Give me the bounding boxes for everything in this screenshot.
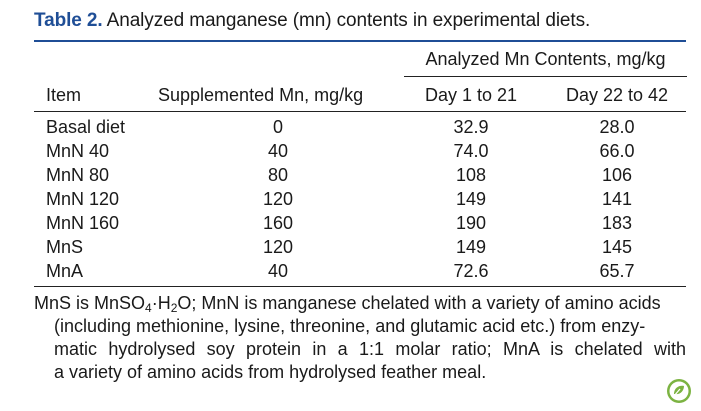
cell-item: MnS [46,237,84,257]
caption-label: Table 2. [34,10,103,31]
cell-day-1-21: 32.9 [453,117,489,137]
open-access-leaf-icon[interactable] [666,378,692,404]
cell-item: MnA [46,261,84,281]
cell-day-1-21: 72.6 [453,261,489,281]
table-row: MnN 40 40 74.0 66.0 [0,139,701,163]
cell-supplemented: 120 [262,237,294,257]
table-header-rule [34,111,686,112]
cell-supplemented: 40 [267,141,289,161]
cell-supplemented: 120 [262,189,294,209]
table-footnote: MnS is MnSO4·H2O; MnN is manganese chela… [34,292,686,384]
cell-item: Basal diet [46,117,126,137]
footnote-line-3: matic hydrolysed soy protein in a 1:1 mo… [54,339,686,359]
cell-day-22-42: 106 [601,165,633,185]
cell-day-1-21: 190 [455,213,487,233]
column-header-item: Item [46,85,82,105]
cell-item: MnN 40 [46,141,110,161]
table-row: MnA 40 72.6 65.7 [0,259,701,283]
cell-day-1-21: 149 [455,189,487,209]
group-header-underline [404,76,687,77]
cell-day-22-42: 28.0 [599,117,635,137]
column-header-day-22-to-42: Day 22 to 42 [565,85,669,105]
footnote-text-c: O; MnN is manganese chelated with a vari… [177,293,661,313]
table-body: Basal diet 0 32.9 28.0 MnN 40 40 74.0 66… [0,115,701,283]
footnote-text-b: ·H [151,293,171,313]
footnote-subscript-4: 4 [145,301,152,315]
footnote-line-2: (including methionine, lysine, threonine… [54,316,646,336]
cell-day-22-42: 66.0 [599,141,635,161]
table-bottom-rule [34,286,686,287]
footnote-subscript-2: 2 [170,301,178,315]
cell-item: MnN 160 [46,213,120,233]
cell-supplemented: 0 [272,117,283,137]
cell-day-22-42: 183 [601,213,633,233]
cell-day-22-42: 65.7 [599,261,635,281]
cell-item: MnN 120 [46,189,120,209]
cell-day-22-42: 141 [601,189,633,209]
cell-supplemented: 80 [267,165,289,185]
table-caption: Table 2. Analyzed manganese (mn) content… [34,9,590,33]
cell-day-1-21: 74.0 [453,141,489,161]
footnote-line-1: MnS is MnSO4·H2O; MnN is manganese chela… [34,292,686,315]
footnote-line-4: a variety of amino acids from hydrolysed… [54,362,487,382]
table-top-rule [34,40,686,42]
cell-day-1-21: 108 [455,165,487,185]
footnote-text-a: MnS is MnSO [34,293,146,313]
table-row: Basal diet 0 32.9 28.0 [0,115,701,139]
cell-day-22-42: 145 [601,237,633,257]
cell-supplemented: 40 [267,261,289,281]
table-row: MnN 120 120 149 141 [0,187,701,211]
column-header-supplemented-mn: Supplemented Mn, mg/kg [158,85,364,105]
column-header-day-1-to-21: Day 1 to 21 [424,85,518,105]
cell-supplemented: 160 [262,213,294,233]
caption-text: Analyzed manganese (mn) contents in expe… [102,10,591,31]
cell-item: MnN 80 [46,165,110,185]
cell-day-1-21: 149 [455,237,487,257]
table-row: MnN 160 160 190 183 [0,211,701,235]
table-row: MnN 80 80 108 106 [0,163,701,187]
group-header-analyzed-mn: Analyzed Mn Contents, mg/kg [425,49,666,69]
table-row: MnS 120 149 145 [0,235,701,259]
